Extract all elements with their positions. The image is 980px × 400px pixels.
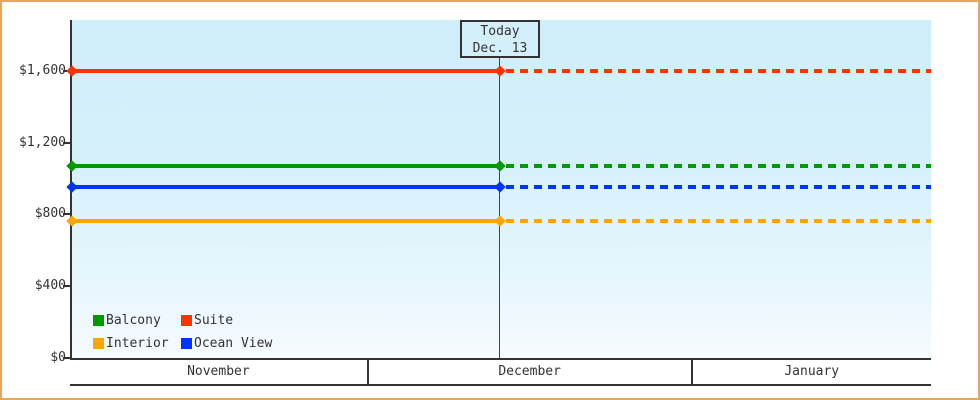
interior-start-marker — [66, 215, 78, 227]
today-vertical-line — [499, 58, 500, 358]
legend-label-balcony: Balcony — [106, 313, 161, 328]
suite-legend-swatch — [181, 315, 192, 326]
y-tick-label: $0 — [50, 350, 66, 365]
y-tick-label: $800 — [34, 206, 66, 221]
x-axis-month-band: November December January — [70, 358, 931, 386]
suite-price-line-solid — [72, 69, 500, 73]
ocean-view-price-line-dashed — [506, 185, 931, 189]
today-date-label: Dec. 13 — [472, 41, 528, 56]
y-tick-mark — [63, 142, 70, 144]
y-tick-label: $1,600 — [19, 63, 66, 78]
y-tick-mark — [63, 285, 70, 287]
legend-label-interior: Interior — [106, 336, 169, 351]
month-label: January — [784, 364, 840, 379]
balcony-today-marker — [494, 160, 506, 172]
balcony-price-line-solid — [72, 164, 500, 168]
series-layer — [66, 20, 931, 358]
legend-label-ocean-view: Ocean View — [194, 336, 273, 351]
legend-item-interior: Interior — [93, 336, 181, 351]
ocean-view-start-marker — [66, 181, 78, 193]
interior-legend-swatch — [93, 338, 104, 349]
ocean-view-legend-swatch — [181, 338, 192, 349]
legend: Balcony Suite Interior Ocean View — [93, 313, 272, 351]
month-label: November — [187, 364, 250, 379]
plot-area: Today Dec. 13 Balcony Suite Interior Oce… — [66, 20, 931, 358]
legend-item-suite: Suite — [181, 313, 272, 328]
balcony-price-line-dashed — [506, 164, 931, 168]
legend-item-balcony: Balcony — [93, 313, 181, 328]
today-label: Today — [480, 24, 520, 39]
balcony-start-marker — [66, 160, 78, 172]
y-tick-mark — [63, 213, 70, 215]
balcony-legend-swatch — [93, 315, 104, 326]
y-tick-label: $1,200 — [19, 135, 66, 150]
today-label-box: Today Dec. 13 — [460, 20, 540, 58]
y-tick-label: $400 — [34, 278, 66, 293]
month-january: January — [693, 360, 931, 384]
ocean-view-today-marker — [494, 181, 506, 193]
y-tick-mark — [63, 357, 70, 359]
month-november: November — [70, 360, 369, 384]
suite-today-marker — [494, 65, 506, 77]
interior-today-marker — [494, 215, 506, 227]
legend-label-suite: Suite — [194, 313, 234, 328]
interior-price-line-solid — [72, 219, 500, 223]
month-label: December — [498, 364, 561, 379]
suite-price-line-dashed — [506, 69, 931, 73]
interior-price-line-dashed — [506, 219, 931, 223]
suite-start-marker — [66, 65, 78, 77]
month-december: December — [369, 360, 693, 384]
legend-item-ocean-view: Ocean View — [181, 336, 272, 351]
ocean-view-price-line-solid — [72, 185, 500, 189]
